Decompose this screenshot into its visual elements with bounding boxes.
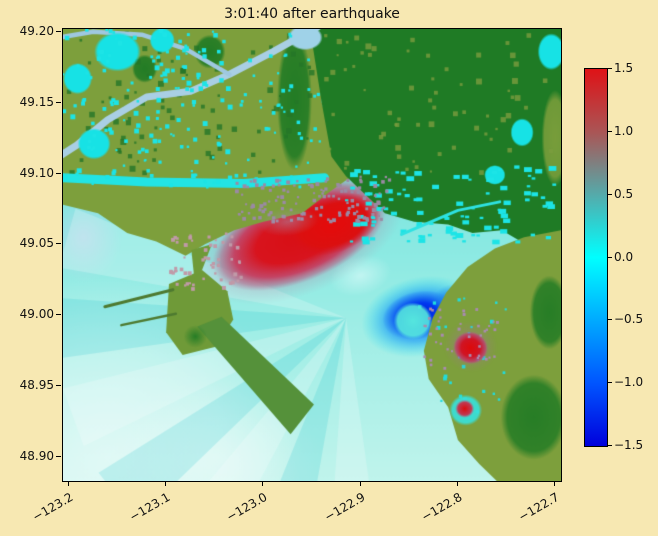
y-tick-label: 49.15 — [19, 94, 54, 109]
x-tick-label: −123.1 — [127, 489, 173, 525]
x-tick-mark — [262, 481, 264, 486]
x-tick-mark — [359, 481, 361, 486]
y-tick-label: 49.10 — [19, 165, 54, 180]
colorbar-gradient — [584, 68, 608, 447]
colorbar-tick-label: −1.0 — [614, 375, 644, 390]
x-tick-mark — [67, 481, 69, 486]
y-tick-mark — [56, 243, 61, 245]
x-tick-label: −123.0 — [224, 489, 270, 525]
colorbar-tick-label: −0.5 — [614, 312, 644, 327]
x-tick-label: −123.2 — [29, 489, 76, 525]
colorbar-tick-label: −1.5 — [614, 438, 644, 452]
colorbar-tick-mark — [608, 256, 612, 258]
y-tick-label: 48.95 — [19, 378, 54, 393]
y-tick-mark — [56, 30, 61, 32]
y-tick-mark — [56, 101, 61, 103]
colorbar-tick-mark — [608, 193, 612, 195]
y-tick-label: 49.05 — [19, 236, 54, 251]
colorbar-tick-mark — [608, 130, 612, 132]
y-tick-mark — [56, 172, 61, 174]
colorbar-tick-mark — [608, 445, 612, 446]
x-tick-label: −122.7 — [516, 489, 562, 525]
map-plot-axes — [62, 28, 562, 482]
figure-title: 3:01:40 after earthquake — [224, 6, 400, 22]
x-tick-label: −122.9 — [321, 489, 368, 525]
y-tick-mark — [56, 455, 61, 457]
y-tick-label: 49.00 — [19, 307, 54, 322]
y-tick-mark — [56, 314, 61, 316]
colorbar-tick-mark — [608, 382, 612, 384]
y-tick-label: 48.90 — [19, 448, 54, 463]
x-tick-mark — [554, 481, 556, 486]
colorbar-tick-mark — [608, 319, 612, 321]
x-tick-mark — [165, 481, 167, 486]
colorbar-tick-label: 0.0 — [614, 249, 634, 264]
colorbar-tick-label: 0.5 — [614, 186, 634, 201]
colorbar-tick-label: 1.5 — [614, 61, 634, 75]
x-tick-mark — [456, 481, 458, 486]
x-tick-label: −122.8 — [418, 489, 465, 525]
y-tick-mark — [56, 385, 61, 387]
colorbar-tick-mark — [608, 68, 612, 69]
y-tick-label: 49.20 — [19, 23, 54, 38]
tsunami-heatmap-canvas — [63, 29, 561, 481]
colorbar-tick-label: 1.0 — [614, 123, 634, 138]
